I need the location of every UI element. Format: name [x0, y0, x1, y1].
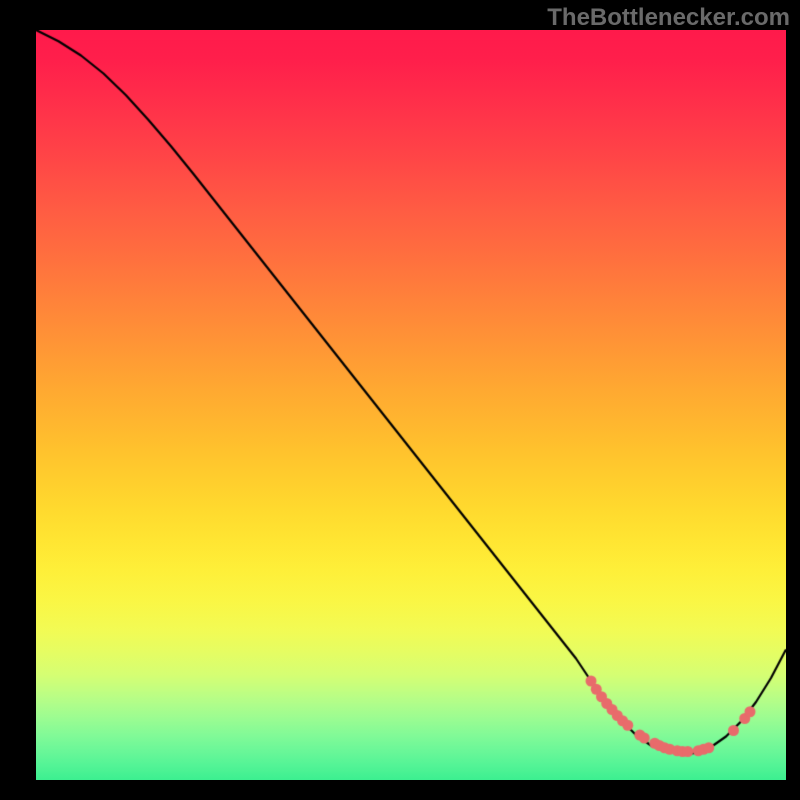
watermark-text: TheBottlenecker.com	[547, 4, 790, 32]
figure-container: TheBottlenecker.com	[0, 0, 800, 800]
gradient-curve-plot	[36, 30, 786, 780]
